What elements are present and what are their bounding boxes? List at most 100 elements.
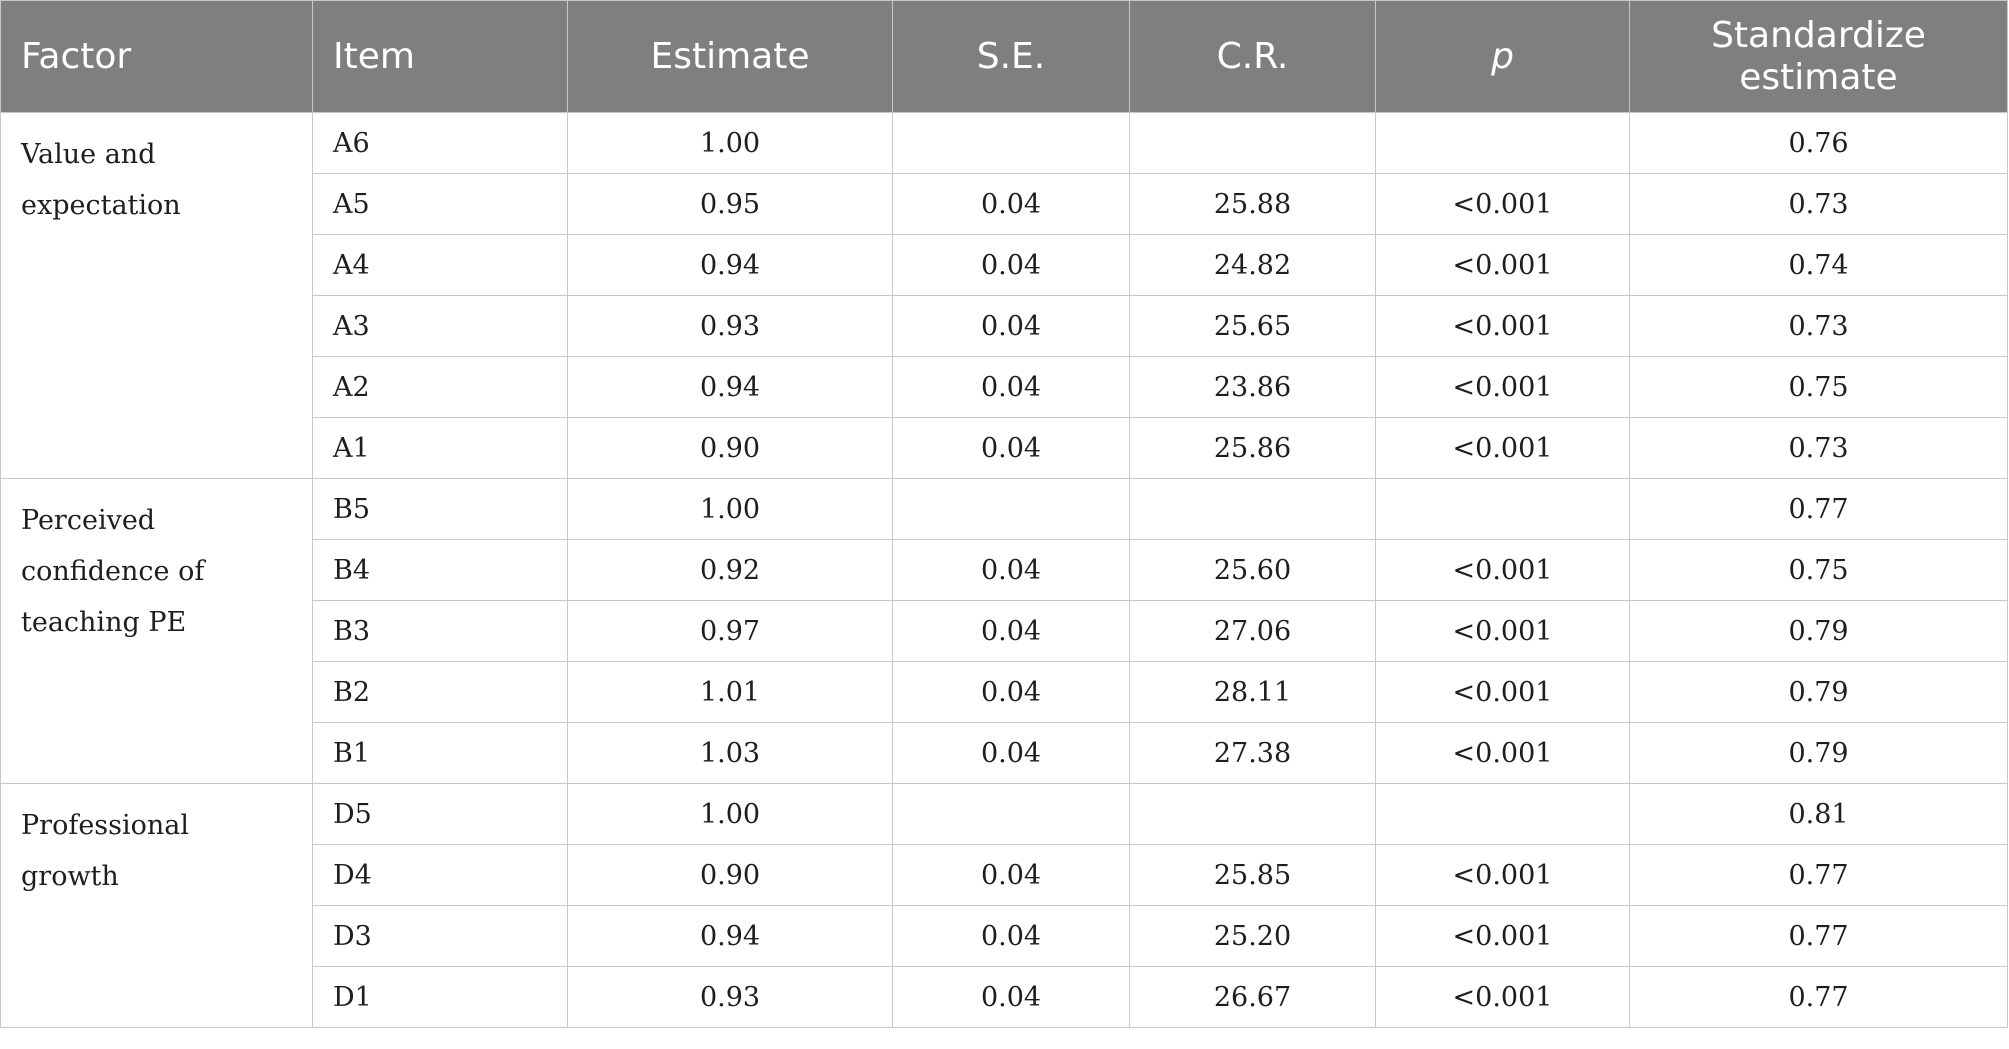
header-standardize-line2: estimate xyxy=(1739,56,1898,98)
table-row: A3 0.93 0.04 25.65 <0.001 0.73 xyxy=(1,295,2008,357)
se-cell xyxy=(892,112,1130,174)
p-value-cell: <0.001 xyxy=(1375,905,1630,967)
standardized-estimate-cell: 0.77 xyxy=(1629,905,2008,967)
table-body: Value and expectation A6 1.00 0.76 A5 0.95 0.0… xyxy=(0,112,2008,1028)
cr-cell: 25.60 xyxy=(1129,539,1376,601)
se-cell: 0.04 xyxy=(892,661,1130,723)
table-row: D1 0.93 0.04 26.67 <0.001 0.77 xyxy=(1,966,2008,1028)
p-value-cell: <0.001 xyxy=(1375,173,1630,235)
table-row: B4 0.92 0.04 25.60 <0.001 0.75 xyxy=(1,539,2008,601)
header-cr: C.R. xyxy=(1129,0,1376,113)
standardized-estimate-cell: 0.73 xyxy=(1629,173,2008,235)
standardized-estimate-cell: 0.75 xyxy=(1629,539,2008,601)
item-cell: B4 xyxy=(312,539,568,601)
factor-cell: Value and expectation xyxy=(0,112,313,479)
item-cell: D5 xyxy=(312,783,568,845)
item-cell: A1 xyxy=(312,417,568,479)
estimate-cell: 0.92 xyxy=(567,539,893,601)
header-standardize-estimate: Standardize estimate xyxy=(1629,0,2008,113)
standardized-estimate-cell: 0.81 xyxy=(1629,783,2008,845)
estimate-cell: 0.94 xyxy=(567,234,893,296)
estimate-cell: 0.94 xyxy=(567,356,893,418)
item-cell: A5 xyxy=(312,173,568,235)
estimate-cell: 1.00 xyxy=(567,478,893,540)
header-se: S.E. xyxy=(892,0,1130,113)
p-value-cell: <0.001 xyxy=(1375,966,1630,1028)
standardized-estimate-cell: 0.79 xyxy=(1629,722,2008,784)
cr-cell xyxy=(1129,112,1376,174)
estimate-cell: 0.90 xyxy=(567,417,893,479)
cr-cell xyxy=(1129,478,1376,540)
se-cell: 0.04 xyxy=(892,844,1130,906)
item-cell: B5 xyxy=(312,478,568,540)
cr-cell: 24.82 xyxy=(1129,234,1376,296)
table-row: Value and expectation A6 1.00 0.76 xyxy=(0,112,2008,479)
se-cell: 0.04 xyxy=(892,539,1130,601)
header-item: Item xyxy=(312,0,568,113)
p-value-cell: <0.001 xyxy=(1375,356,1630,418)
table-header: Factor Item Estimate S.E. C.R. p Standar… xyxy=(0,0,2008,113)
table-row: A4 0.94 0.04 24.82 <0.001 0.74 xyxy=(1,234,2008,296)
cr-cell: 25.86 xyxy=(1129,417,1376,479)
cr-cell: 27.06 xyxy=(1129,600,1376,662)
se-cell: 0.04 xyxy=(892,417,1130,479)
standardized-estimate-cell: 0.79 xyxy=(1629,661,2008,723)
estimate-cell: 0.90 xyxy=(567,844,893,906)
p-value-cell xyxy=(1375,112,1630,174)
table-row: B1 1.03 0.04 27.38 <0.001 0.79 xyxy=(1,722,2008,784)
p-value-cell: <0.001 xyxy=(1375,722,1630,784)
p-value-cell: <0.001 xyxy=(1375,844,1630,906)
table-row: D3 0.94 0.04 25.20 <0.001 0.77 xyxy=(1,905,2008,967)
estimate-cell: 0.95 xyxy=(567,173,893,235)
table-row: A2 0.94 0.04 23.86 <0.001 0.75 xyxy=(1,356,2008,418)
cr-cell: 27.38 xyxy=(1129,722,1376,784)
estimate-cell: 0.93 xyxy=(567,295,893,357)
estimate-cell: 1.00 xyxy=(567,112,893,174)
item-cell: A4 xyxy=(312,234,568,296)
item-cell: D4 xyxy=(312,844,568,906)
table-row: D4 0.90 0.04 25.85 <0.001 0.77 xyxy=(1,844,2008,906)
p-value-cell: <0.001 xyxy=(1375,539,1630,601)
cr-cell: 26.67 xyxy=(1129,966,1376,1028)
estimate-cell: 0.93 xyxy=(567,966,893,1028)
standardized-estimate-cell: 0.75 xyxy=(1629,356,2008,418)
se-cell: 0.04 xyxy=(892,905,1130,967)
p-value-cell: <0.001 xyxy=(1375,295,1630,357)
estimate-cell: 1.03 xyxy=(567,722,893,784)
standardized-estimate-cell: 0.74 xyxy=(1629,234,2008,296)
standardized-estimate-cell: 0.73 xyxy=(1629,417,2008,479)
header-factor: Factor xyxy=(0,0,313,113)
cr-cell: 25.88 xyxy=(1129,173,1376,235)
estimate-cell: 0.94 xyxy=(567,905,893,967)
estimate-cell: 1.00 xyxy=(567,783,893,845)
standardized-estimate-cell: 0.77 xyxy=(1629,844,2008,906)
item-cell: B1 xyxy=(312,722,568,784)
cr-cell xyxy=(1129,783,1376,845)
se-cell: 0.04 xyxy=(892,295,1130,357)
header-p: p xyxy=(1375,0,1630,113)
table-row: B3 0.97 0.04 27.06 <0.001 0.79 xyxy=(1,600,2008,662)
se-cell: 0.04 xyxy=(892,966,1130,1028)
standardized-estimate-cell: 0.76 xyxy=(1629,112,2008,174)
standardized-estimate-cell: 0.73 xyxy=(1629,295,2008,357)
p-value-cell xyxy=(1375,783,1630,845)
item-cell: D1 xyxy=(312,966,568,1028)
se-cell: 0.04 xyxy=(892,356,1130,418)
estimate-cell: 1.01 xyxy=(567,661,893,723)
item-cell: B2 xyxy=(312,661,568,723)
p-value-cell xyxy=(1375,478,1630,540)
se-cell: 0.04 xyxy=(892,722,1130,784)
header-standardize-line1: Standardize xyxy=(1711,14,1926,56)
header-row: Factor Item Estimate S.E. C.R. p Standar… xyxy=(0,0,2008,113)
p-value-cell: <0.001 xyxy=(1375,417,1630,479)
item-cell: D3 xyxy=(312,905,568,967)
table-row: Perceived confidence of teaching PE B5 1.0… xyxy=(0,478,2008,784)
p-value-cell: <0.001 xyxy=(1375,234,1630,296)
factor-cell: Professional growth xyxy=(0,783,313,1028)
table-row: B2 1.01 0.04 28.11 <0.001 0.79 xyxy=(1,661,2008,723)
p-value-cell: <0.001 xyxy=(1375,661,1630,723)
se-cell: 0.04 xyxy=(892,234,1130,296)
item-cell: A2 xyxy=(312,356,568,418)
se-cell xyxy=(892,783,1130,845)
cr-cell: 25.85 xyxy=(1129,844,1376,906)
